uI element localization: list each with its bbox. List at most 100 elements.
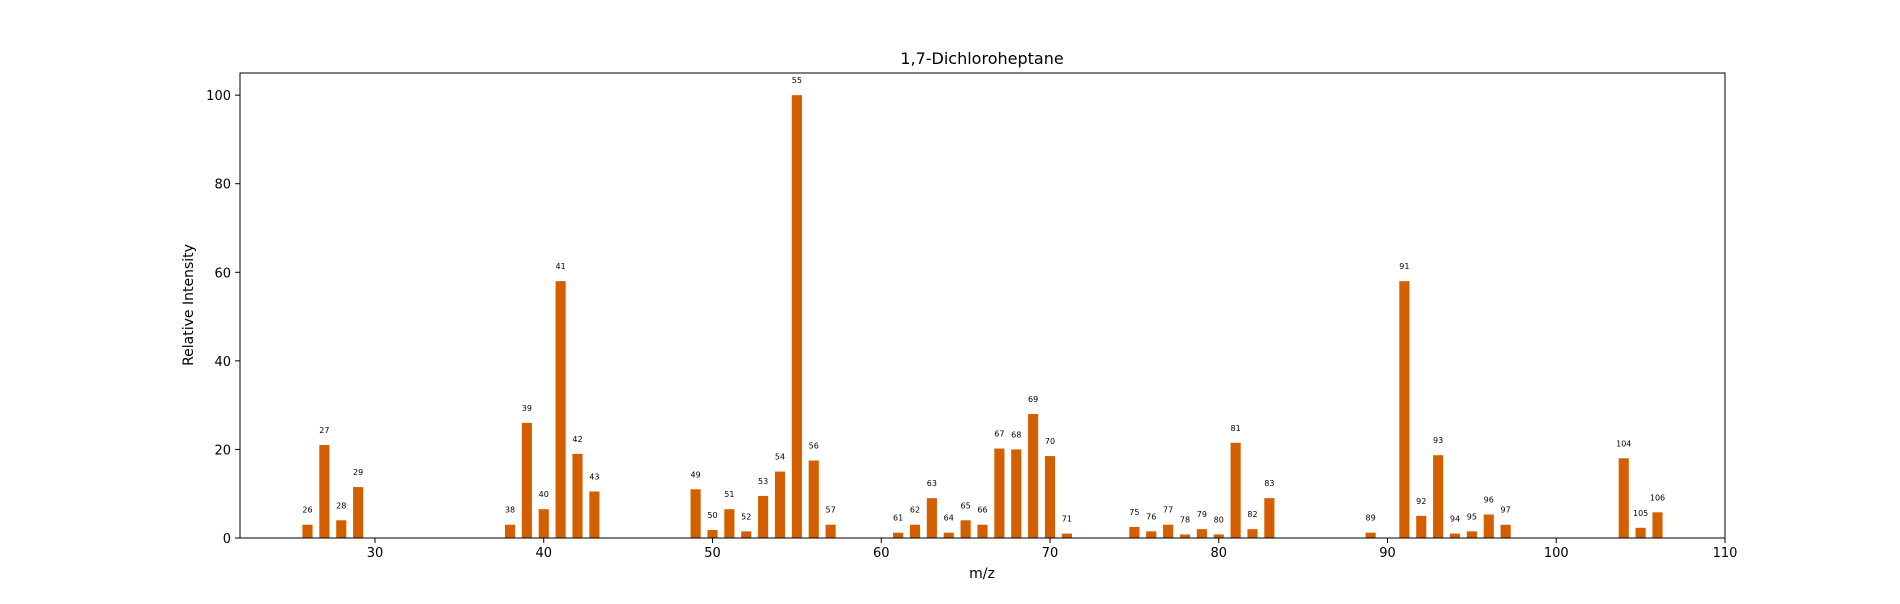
bar-mz-93: [1433, 455, 1444, 538]
bar-mz-78: [1179, 534, 1191, 538]
bar-label-mz-82: 82: [1247, 510, 1257, 519]
bar-mz-82: [1247, 529, 1258, 538]
bar-mz-54: [774, 471, 786, 538]
bar-label-mz-41: 41: [556, 262, 566, 271]
bar-mz-70: [1044, 456, 1056, 538]
bar-label-mz-93: 93: [1433, 436, 1443, 445]
bar-label-mz-75: 75: [1129, 508, 1139, 517]
x-axis-label: m/z: [969, 566, 995, 582]
bar-mz-55: [791, 95, 802, 538]
x-tick-label: 30: [367, 546, 384, 561]
bar-label-mz-97: 97: [1501, 506, 1511, 515]
bar-label-mz-92: 92: [1416, 497, 1426, 506]
x-tick-label: 80: [1210, 546, 1227, 561]
x-tick-label: 40: [535, 546, 552, 561]
bar-mz-56: [808, 460, 819, 538]
bar-mz-57: [825, 524, 836, 538]
bar-label-mz-62: 62: [910, 506, 920, 515]
bar-label-mz-83: 83: [1264, 479, 1274, 488]
bar-mz-64: [943, 532, 954, 538]
bar-label-mz-49: 49: [691, 470, 701, 479]
bar-label-mz-69: 69: [1028, 395, 1038, 404]
bar-label-mz-42: 42: [572, 435, 582, 444]
bar-mz-63: [926, 498, 937, 538]
x-tick-label: 110: [1713, 546, 1738, 561]
bar-label-mz-52: 52: [741, 512, 751, 521]
bar-mz-49: [690, 489, 701, 538]
bar-label-mz-43: 43: [589, 473, 599, 482]
x-tick-label: 100: [1544, 546, 1569, 561]
bar-mz-105: [1635, 527, 1646, 538]
bar-mz-51: [724, 509, 735, 538]
bar-label-mz-64: 64: [944, 514, 954, 523]
bar-mz-50: [707, 530, 718, 538]
bar-label-mz-71: 71: [1062, 515, 1072, 524]
axis-ticks: 30 40 50 60 70 80 90 100 110 0 20 40 60 80 100: [206, 89, 1737, 561]
bar-mz-69: [1028, 414, 1039, 538]
bar-mz-71: [1061, 533, 1072, 538]
bar-mz-97: [1500, 524, 1511, 538]
bar-mz-38: [504, 524, 516, 538]
bar-mz-75: [1129, 526, 1140, 538]
bar-mz-61: [893, 532, 904, 538]
bar-mz-81: [1230, 442, 1241, 538]
x-tick-label: 50: [704, 546, 721, 561]
bar-mz-42: [572, 453, 583, 538]
bar-label-mz-26: 26: [302, 506, 312, 515]
bar-label-mz-95: 95: [1467, 512, 1477, 521]
bar-label-mz-79: 79: [1197, 510, 1207, 519]
bar-label-mz-89: 89: [1366, 514, 1376, 523]
bar-mz-67: [994, 448, 1005, 538]
x-tick-label: 90: [1379, 546, 1396, 561]
bar-label-mz-55: 55: [792, 76, 802, 85]
bar-label-mz-39: 39: [522, 404, 532, 413]
bar-mz-40: [538, 509, 549, 538]
y-tick-label: 80: [214, 178, 231, 193]
bar-label-mz-65: 65: [961, 501, 971, 510]
bar-mz-27: [319, 445, 330, 538]
bar-mz-91: [1399, 281, 1410, 538]
bar-label-mz-28: 28: [336, 501, 346, 510]
bar-label-mz-61: 61: [893, 514, 903, 523]
bar-mz-104: [1618, 458, 1629, 538]
bar-mz-92: [1416, 515, 1427, 538]
bar-mz-83: [1264, 498, 1275, 538]
bar-mz-62: [909, 524, 921, 538]
y-tick-label: 0: [223, 532, 231, 547]
bar-mz-79: [1196, 529, 1207, 538]
bar-label-mz-94: 94: [1450, 515, 1460, 524]
bar-label-mz-80: 80: [1214, 515, 1224, 524]
plot-area-frame: [239, 72, 1726, 539]
bar-mz-43: [589, 491, 600, 538]
bar-label-mz-38: 38: [505, 506, 515, 515]
bar-label-mz-67: 67: [994, 430, 1004, 439]
bar-labels-layer: 26 27 28 29 38 39 40 41 42 43 49 50 51 52 53 54 55 56 57 61…: [302, 76, 1665, 524]
bar-label-mz-81: 81: [1231, 424, 1241, 433]
bar-label-mz-56: 56: [809, 442, 819, 451]
bar-label-mz-27: 27: [319, 426, 329, 435]
bar-label-mz-78: 78: [1180, 515, 1190, 524]
bar-mz-52: [741, 531, 752, 538]
bar-mz-41: [555, 281, 566, 538]
bar-label-mz-29: 29: [353, 468, 363, 477]
bar-label-mz-66: 66: [977, 506, 987, 515]
bar-label-mz-70: 70: [1045, 437, 1055, 446]
bar-mz-66: [977, 524, 988, 538]
bar-mz-53: [758, 495, 769, 538]
bar-label-mz-63: 63: [927, 479, 937, 488]
x-tick-label: 70: [1042, 546, 1059, 561]
bar-label-mz-105: 105: [1633, 509, 1648, 518]
bar-mz-95: [1466, 531, 1477, 538]
bar-mz-94: [1449, 533, 1461, 538]
bar-mz-68: [1011, 449, 1022, 538]
bar-mz-96: [1483, 514, 1494, 538]
y-tick-label: 40: [214, 355, 231, 370]
bar-mz-28: [336, 520, 347, 538]
bar-mz-80: [1213, 534, 1224, 538]
bar-label-mz-77: 77: [1163, 506, 1173, 515]
chart-title: 1,7-Dichloroheptane: [900, 49, 1063, 68]
bar-label-mz-40: 40: [539, 490, 549, 499]
y-tick-label: 100: [206, 89, 231, 104]
